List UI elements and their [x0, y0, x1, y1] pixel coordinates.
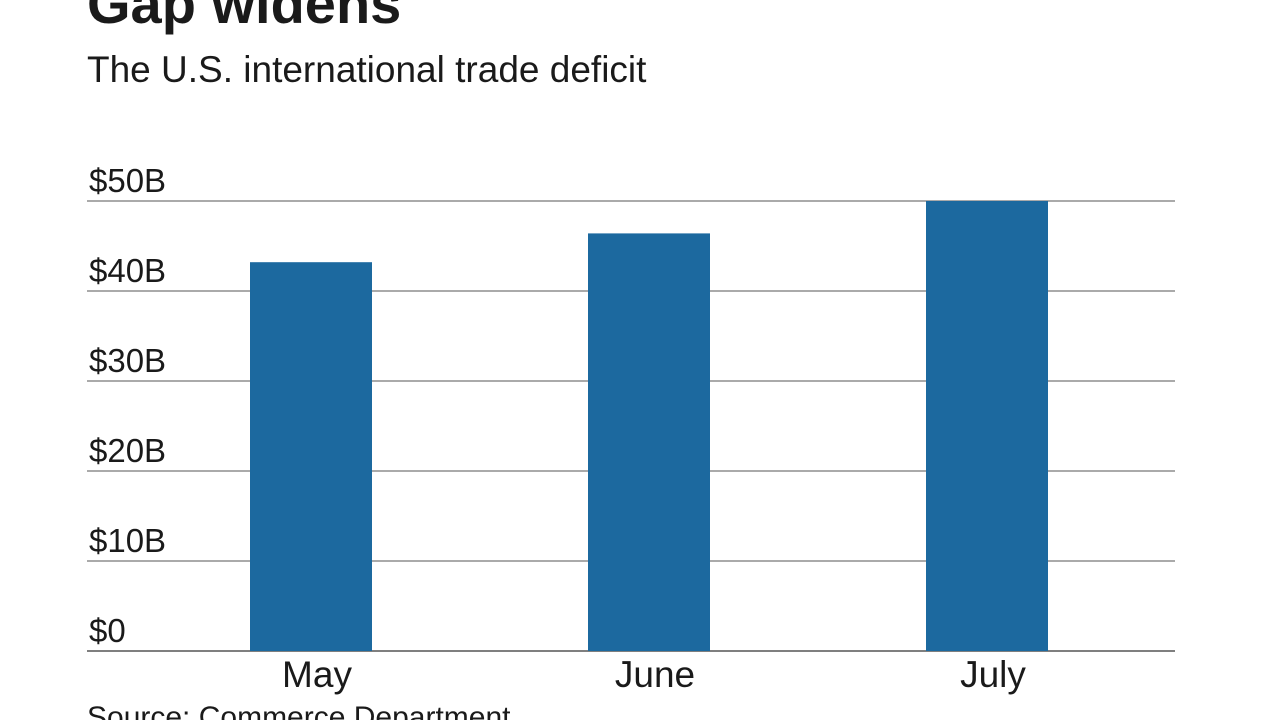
bars: [250, 201, 1048, 651]
bar-may: [250, 262, 372, 651]
y-tick-label: $20B: [89, 432, 166, 469]
y-tick-label: $0: [89, 612, 126, 649]
x-category-label: July: [960, 654, 1026, 695]
bar-july: [926, 201, 1048, 651]
y-tick-label: $10B: [89, 522, 166, 559]
y-tick-label: $50B: [89, 162, 166, 199]
chart-title: Gap widens: [87, 0, 402, 35]
x-axis-category-labels: May June July: [282, 654, 1026, 695]
source-note: Source: Commerce Department: [87, 701, 511, 720]
y-axis-tick-labels: $0 $10B $20B $30B $40B $50B: [89, 162, 166, 649]
bar-june: [588, 233, 710, 651]
y-tick-label: $30B: [89, 342, 166, 379]
chart-subtitle: The U.S. international trade deficit: [87, 49, 647, 90]
y-tick-label: $40B: [89, 252, 166, 289]
x-category-label: June: [615, 654, 695, 695]
x-category-label: May: [282, 654, 352, 695]
